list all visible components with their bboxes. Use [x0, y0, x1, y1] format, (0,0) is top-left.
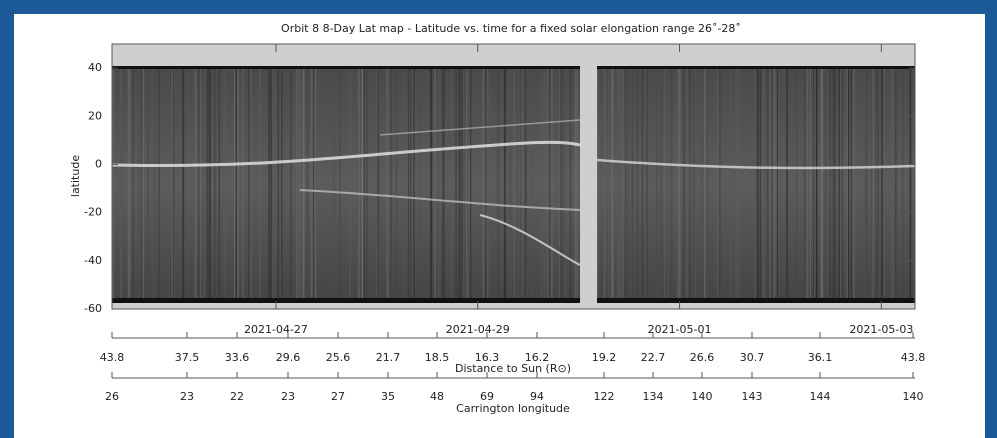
secondary-tick-label: 122 [594, 390, 615, 403]
carrington-axis-label: Carrington longitude [456, 402, 570, 415]
secondary-tick-label: 94 [530, 390, 544, 403]
y-tick-label: 20 [88, 109, 102, 122]
x-tick-label: 2021-04-29 [446, 323, 510, 336]
y-tick-label: 40 [88, 61, 102, 74]
secondary-tick-label: 16.3 [475, 351, 500, 364]
feature [299, 189, 581, 211]
y-tick-label: -40 [84, 254, 102, 267]
feature [379, 119, 581, 136]
secondary-tick-label: 23 [281, 390, 295, 403]
y-tick-label: -20 [84, 206, 102, 219]
top-dark-edge [112, 66, 915, 69]
x-tick-label: 2021-05-01 [648, 323, 712, 336]
secondary-tick-label: 43.8 [901, 351, 926, 364]
secondary-tick-label: 18.5 [425, 351, 450, 364]
feature [111, 140, 581, 168]
feature [596, 158, 916, 170]
secondary-tick-label: 22.7 [641, 351, 666, 364]
distance-axis-label: Distance to Sun (R⊙) [455, 362, 571, 375]
chart-title: Orbit 8 8-Day Lat map - Latitude vs. tim… [281, 22, 741, 35]
secondary-tick-label: 36.1 [808, 351, 833, 364]
x-tick-label: 2021-04-27 [244, 323, 308, 336]
secondary-tick-label: 21.7 [376, 351, 401, 364]
secondary-tick-label: 143 [742, 390, 763, 403]
secondary-tick-label: 134 [643, 390, 664, 403]
secondary-tick-label: 30.7 [740, 351, 765, 364]
data-gap [580, 44, 597, 309]
secondary-tick-label: 29.6 [276, 351, 301, 364]
feature [479, 214, 581, 266]
secondary-tick-label: 48 [430, 390, 444, 403]
plot-frame [111, 43, 916, 310]
secondary-tick-label: 19.2 [592, 351, 617, 364]
y-tick-label: -60 [84, 302, 102, 315]
secondary-tick-label: 26.6 [690, 351, 715, 364]
secondary-tick-label: 35 [381, 390, 395, 403]
y-tick-label: 0 [95, 157, 102, 170]
secondary-tick-label: 22 [230, 390, 244, 403]
x-tick-label: 2021-05-03 [849, 323, 913, 336]
bottom-dark-edge [112, 298, 915, 303]
secondary-tick-label: 27 [331, 390, 345, 403]
secondary-tick-label: 26 [105, 390, 119, 403]
y-axis-label: latitude [69, 155, 82, 197]
secondary-tick-label: 140 [903, 390, 924, 403]
secondary-tick-label: 37.5 [175, 351, 200, 364]
secondary-tick-label: 25.6 [326, 351, 351, 364]
secondary-tick-label: 69 [480, 390, 494, 403]
secondary-tick-label: 23 [180, 390, 194, 403]
secondary-tick-label: 140 [692, 390, 713, 403]
secondary-tick-label: 144 [810, 390, 831, 403]
secondary-tick-label: 43.8 [100, 351, 125, 364]
lat-map-image [112, 68, 915, 303]
secondary-tick-label: 33.6 [225, 351, 250, 364]
image-texture [111, 66, 916, 303]
secondary-tick-label: 16.2 [525, 351, 550, 364]
